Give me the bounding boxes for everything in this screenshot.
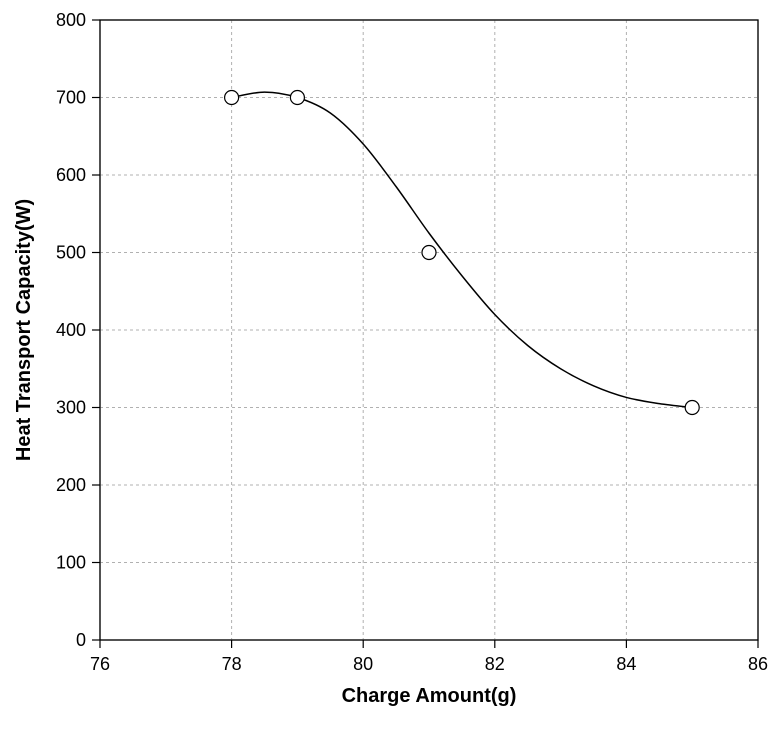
data-marker bbox=[422, 246, 436, 260]
y-tick-label: 100 bbox=[56, 553, 86, 573]
data-marker bbox=[225, 91, 239, 105]
chart-svg: 76 78 80 82 84 86 0 100 200 300 400 500 600 700 800 Cha… bbox=[0, 0, 778, 736]
x-tick-label: 84 bbox=[616, 654, 636, 674]
x-tick-label: 76 bbox=[90, 654, 110, 674]
y-tick-label: 200 bbox=[56, 475, 86, 495]
y-axis-label: Heat Transport Capacity(W) bbox=[13, 199, 35, 461]
y-tick-label: 0 bbox=[76, 630, 86, 650]
chart-container: 76 78 80 82 84 86 0 100 200 300 400 500 600 700 800 Cha… bbox=[0, 0, 778, 736]
y-tick-label: 300 bbox=[56, 398, 86, 418]
y-tick-label: 600 bbox=[56, 165, 86, 185]
data-marker bbox=[290, 91, 304, 105]
chart-background bbox=[0, 0, 778, 736]
data-marker bbox=[685, 401, 699, 415]
y-tick-label: 800 bbox=[56, 10, 86, 30]
x-tick-label: 80 bbox=[353, 654, 373, 674]
x-tick-label: 86 bbox=[748, 654, 768, 674]
x-axis-label: Charge Amount(g) bbox=[342, 685, 517, 707]
x-tick-label: 82 bbox=[485, 654, 505, 674]
y-tick-label: 400 bbox=[56, 320, 86, 340]
y-tick-label: 700 bbox=[56, 88, 86, 108]
x-tick-label: 78 bbox=[222, 654, 242, 674]
y-tick-label: 500 bbox=[56, 243, 86, 263]
